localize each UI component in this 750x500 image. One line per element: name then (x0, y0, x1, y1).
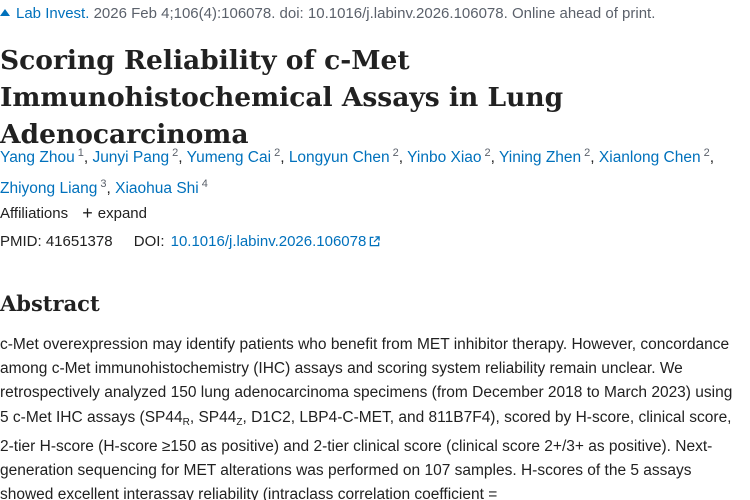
abstract-heading: Abstract (0, 291, 100, 316)
author-separator: , (490, 149, 499, 166)
expand-label: expand (97, 205, 147, 222)
abstract-part-1: c-Met overexpression may identify patien… (0, 336, 733, 426)
author-separator: , (590, 149, 599, 166)
author-separator: , (398, 149, 408, 166)
affiliation-number[interactable]: 2 (584, 147, 591, 159)
abstract-part-2: , SP44 (189, 408, 237, 426)
author-link[interactable]: Longyun Chen (288, 149, 390, 166)
author-link[interactable]: Xianlong Chen (598, 149, 701, 166)
article-title: Scoring Reliability of c-Met Immunohisto… (0, 45, 564, 150)
affiliation-number[interactable]: 2 (172, 147, 179, 159)
author-list: Yang Zhou 1, Junyi Pang 2, Yumeng Cai 2, Lo… (0, 140, 750, 202)
affiliation-number[interactable]: 2 (274, 147, 281, 159)
author-link[interactable]: Yinbo Xiao (407, 149, 482, 166)
abstract-text: c-Met overexpression may identify patien… (0, 333, 745, 500)
affiliations-row: Affiliations + expand (0, 204, 147, 224)
author-link[interactable]: Yining Zhen (499, 149, 582, 166)
author-link[interactable]: Zhiyong Liang (0, 180, 98, 197)
affiliation-number[interactable]: 3 (100, 178, 107, 190)
author-link[interactable]: Yumeng Cai (186, 149, 272, 166)
citation-details: 2026 Feb 4;106(4):106078. doi: 10.1016/j… (93, 5, 656, 22)
pmid-label: PMID: (0, 233, 42, 250)
journal-link[interactable]: Lab Invest. (16, 5, 90, 22)
affiliation-number[interactable]: 1 (77, 147, 84, 159)
plus-icon: + (82, 203, 93, 223)
author-separator: , (178, 149, 187, 166)
author-separator: , (709, 149, 715, 166)
pmid-value: 41651378 (45, 233, 113, 250)
doi-value: 10.1016/j.labinv.2026.106078 (170, 233, 367, 250)
external-link-icon (370, 236, 381, 247)
caret-up-icon (0, 9, 10, 16)
author-link[interactable]: Junyi Pang (92, 149, 170, 166)
doi-link[interactable]: 10.1016/j.labinv.2026.106078 (171, 233, 381, 250)
doi-label: DOI: (133, 233, 165, 250)
affiliation-number[interactable]: 2 (392, 147, 399, 159)
affiliation-number[interactable]: 4 (201, 178, 208, 190)
author-separator: , (83, 149, 93, 166)
affiliation-number[interactable]: 2 (703, 147, 710, 159)
abstract-part-3: , D1C2, LBP4-C-MET, and 811B7F4), scored… (0, 408, 732, 500)
affiliations-label: Affiliations (0, 205, 69, 222)
author-separator: , (280, 149, 289, 166)
citation-line: Lab Invest. 2026 Feb 4;106(4):106078. do… (0, 4, 655, 24)
affiliation-number[interactable]: 2 (484, 147, 491, 159)
abstract-subscript-z: Z (236, 416, 243, 428)
author-link[interactable]: Yang Zhou (0, 149, 75, 166)
author-link[interactable]: Xiaohua Shi (115, 180, 199, 197)
author-separator: , (106, 180, 116, 197)
abstract-subscript-r: R (182, 416, 190, 428)
affiliations-expand-button[interactable]: + expand (82, 203, 147, 223)
identifiers-row: PMID: 41651378 DOI: 10.1016/j.labinv.2026… (0, 232, 381, 252)
